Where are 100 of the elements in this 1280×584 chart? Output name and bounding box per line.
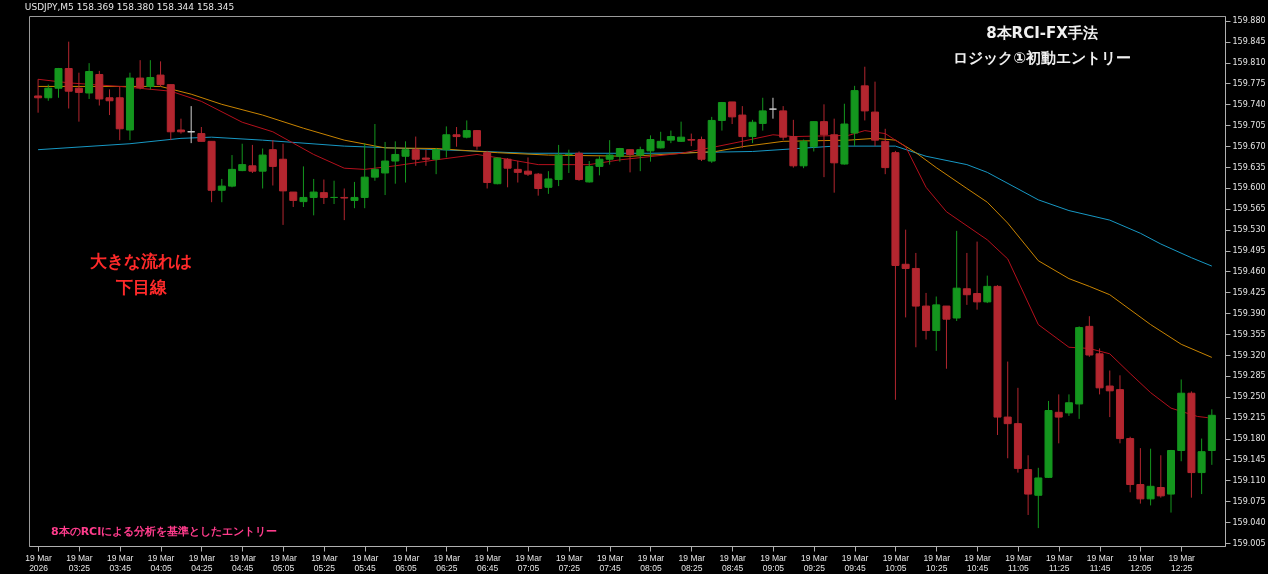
- candlestick: [268, 139, 277, 186]
- y-tick-label: 159.005: [1232, 538, 1266, 548]
- y-tick-label: 159.845: [1232, 37, 1266, 47]
- candlestick: [442, 125, 451, 158]
- x-tick-label: 19 Mar 07:05: [515, 552, 542, 573]
- y-tick-label: 159.635: [1232, 162, 1266, 172]
- x-tick-label: 19 Mar 09:25: [801, 552, 828, 573]
- candlestick: [381, 141, 390, 196]
- candlestick: [646, 134, 655, 163]
- candlestick: [85, 62, 94, 100]
- candlestick: [228, 154, 237, 188]
- y-tick-label: 159.355: [1232, 329, 1266, 339]
- y-tick-label: 159.215: [1232, 413, 1266, 423]
- candlestick: [1105, 370, 1114, 418]
- candlestick: [74, 72, 83, 123]
- candlestick: [105, 88, 114, 116]
- candlestick: [258, 148, 267, 189]
- y-tick-label: 159.705: [1232, 120, 1266, 130]
- candlestick: [697, 136, 706, 162]
- x-tick-label: 19 Mar 10:45: [964, 552, 991, 573]
- candlestick: [54, 67, 63, 99]
- candlestick: [146, 59, 155, 90]
- candlestick: [411, 136, 420, 167]
- candlestick: [636, 146, 645, 172]
- y-tick-label: 159.180: [1232, 434, 1266, 444]
- candlestick: [136, 59, 145, 90]
- x-tick-label: 19 Mar 06:45: [474, 552, 502, 573]
- x-tick-label: 19 Mar 06:25: [433, 552, 461, 573]
- x-tick-label: 19 Mar 04:05: [147, 552, 175, 573]
- candlestick: [34, 78, 43, 114]
- x-tick-label: 19 Mar 07:45: [596, 552, 624, 573]
- candlestick: [717, 101, 726, 132]
- candlestick: [238, 143, 247, 172]
- x-tick-label: 19 Mar 04:25: [188, 552, 216, 573]
- candlestick: [1156, 454, 1165, 499]
- candlestick: [1136, 447, 1145, 505]
- y-tick-label: 159.145: [1232, 454, 1266, 464]
- candlestick: [401, 140, 410, 184]
- candlestick: [728, 101, 737, 125]
- x-tick-label: 19 Mar 09:45: [841, 552, 869, 573]
- candlestick: [1003, 361, 1012, 459]
- y-tick-label: 159.495: [1232, 246, 1266, 256]
- candlestick: [1034, 467, 1043, 529]
- candlestick: [350, 181, 359, 209]
- candlestick: [421, 149, 430, 167]
- annotation: 8本のRCIによる分析を基準としたエントリー: [51, 525, 278, 538]
- x-tick-label: 19 Mar 05:25: [311, 552, 338, 573]
- x-tick-label: 19 Mar 03:45: [107, 552, 134, 573]
- candlestick: [309, 178, 318, 216]
- candlestick: [819, 103, 828, 178]
- candlestick: [962, 252, 971, 306]
- candlestick: [340, 187, 349, 221]
- candlestick: [370, 123, 379, 182]
- candlestick: [217, 178, 226, 203]
- y-tick-label: 159.320: [1232, 350, 1266, 360]
- y-tick-label: 159.670: [1232, 141, 1266, 151]
- candlestick: [1064, 393, 1073, 417]
- candlestick: [768, 97, 777, 120]
- annotation: 8本RCI-FX手法: [986, 24, 1098, 42]
- candlestick: [585, 160, 594, 184]
- candlestick: [319, 179, 328, 205]
- candlestick: [983, 275, 992, 304]
- x-tick-label: 19 Mar 10:25: [923, 552, 951, 573]
- y-tick-label: 159.810: [1232, 58, 1266, 68]
- x-tick-label: 19 Mar 12:05: [1127, 552, 1155, 573]
- y-tick-label: 159.285: [1232, 371, 1266, 381]
- candlestick: [472, 129, 481, 151]
- candlestick: [503, 157, 512, 188]
- y-tick-label: 159.600: [1232, 183, 1266, 193]
- y-tick-label: 159.250: [1232, 392, 1266, 402]
- y-tick-label: 159.530: [1232, 225, 1266, 235]
- candlestick: [299, 165, 308, 208]
- x-tick-label: 19 Mar 12:25: [1168, 552, 1196, 573]
- x-tick-label: 19 Mar 08:25: [678, 552, 706, 573]
- candlestick: [758, 97, 767, 132]
- candlestick: [748, 119, 757, 144]
- x-tick-label: 19 Mar 05:05: [270, 552, 297, 573]
- x-tick-label: 19 Mar 11:45: [1086, 552, 1114, 573]
- chart-title: USDJPY,M5 158.369 158.380 158.344 158.345: [24, 2, 235, 12]
- candlestick: [942, 305, 951, 370]
- candlestick: [738, 105, 747, 149]
- y-tick-label: 159.775: [1232, 78, 1266, 88]
- x-tick-label: 19 Mar 05:45: [351, 552, 379, 573]
- x-tick-label: 19 Mar 08:45: [719, 552, 747, 573]
- x-tick-label: 19 Mar 06:05: [392, 552, 420, 573]
- y-tick-label: 159.880: [1232, 16, 1266, 26]
- x-tick-label: 19 Mar 03:25: [66, 552, 93, 573]
- candlestick: [973, 241, 982, 311]
- x-tick-label: 19 Mar 08:05: [637, 552, 665, 573]
- x-tick-label: 19 Mar 10:05: [882, 552, 910, 573]
- candlestick: [513, 160, 522, 184]
- y-tick-label: 159.040: [1232, 517, 1266, 527]
- y-tick-label: 159.110: [1232, 475, 1266, 485]
- candlestick: [360, 142, 369, 209]
- x-tick-label: 19 Mar 04:45: [229, 552, 257, 573]
- candlestick: [176, 118, 185, 135]
- x-tick-label: 19 Mar 11:25: [1046, 552, 1073, 573]
- candlestick: [626, 149, 635, 173]
- candlestick: [432, 147, 441, 175]
- y-tick-label: 159.740: [1232, 99, 1266, 109]
